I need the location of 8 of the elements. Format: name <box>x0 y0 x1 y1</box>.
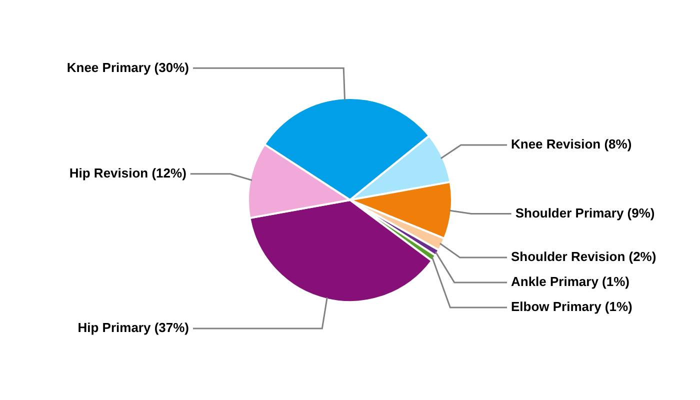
slice-label: Hip Primary (37%) <box>78 320 189 336</box>
slice-label: Knee Revision (8%) <box>511 136 632 152</box>
slice-label: Knee Primary (30%) <box>66 60 189 75</box>
slice-label: Ankle Primary (1%) <box>511 274 630 290</box>
slice-label: Hip Revision (12%) <box>69 165 186 180</box>
slice-label: Shoulder Primary (9%) <box>515 205 655 220</box>
slice-label: Elbow Primary (1%) <box>511 299 632 314</box>
slice-label: Shoulder Revision (2%) <box>511 249 656 264</box>
